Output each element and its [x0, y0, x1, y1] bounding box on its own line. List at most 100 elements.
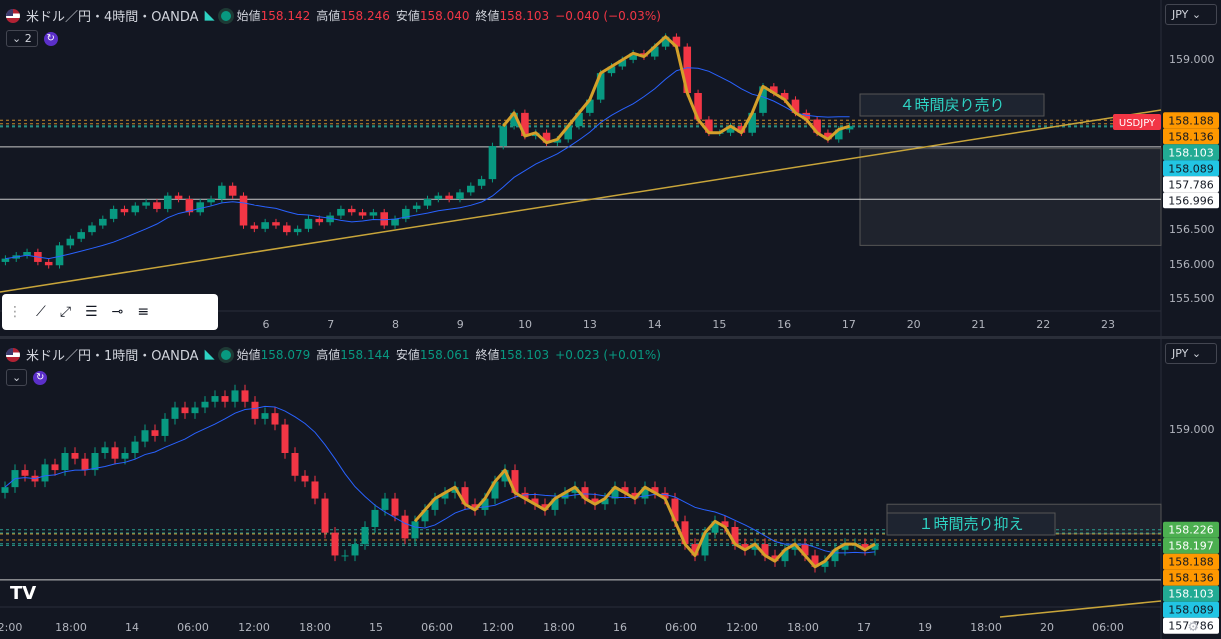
- annotation-box: [886, 512, 1056, 536]
- candle-body: [401, 515, 409, 539]
- candle-body: [564, 126, 572, 140]
- candle-body: [261, 413, 269, 419]
- chart-pane-4h[interactable]: ４時間戻り売り 158.188 158.136 158.103 158.089 157.7…: [0, 0, 1221, 336]
- candle-body: [801, 544, 809, 556]
- candle-body: [471, 504, 479, 510]
- candle-body: [631, 492, 639, 499]
- candle-body: [341, 555, 349, 557]
- candle-body: [391, 218, 399, 226]
- candle-body: [239, 195, 248, 226]
- ohlc-low: 安値158.040: [395, 9, 470, 23]
- price-label: 158.136: [1168, 572, 1214, 585]
- price-label-bg: [1163, 160, 1219, 177]
- chart-canvas-1h[interactable]: １時間売り抑え 158.226 158.197 158.188 158.136 158.1…: [0, 339, 1221, 639]
- candle-body: [701, 532, 709, 556]
- flag-mark-icon[interactable]: ◣: [204, 347, 215, 362]
- candle-body: [231, 390, 239, 402]
- loading-icon[interactable]: ↻: [33, 370, 48, 385]
- zigzag-path: [413, 468, 876, 569]
- chevron-down-icon: ⌄: [1191, 347, 1202, 360]
- chevron-down-icon: ⌄: [1191, 8, 1202, 21]
- candle-body: [661, 492, 669, 499]
- candle-body: [21, 470, 29, 476]
- candle-body: [251, 401, 259, 419]
- candle-body: [596, 73, 605, 100]
- candle-body: [272, 222, 280, 226]
- candle-body: [304, 218, 313, 229]
- x-tick-label: 16: [613, 621, 627, 634]
- price-label: 156.996: [1168, 194, 1214, 207]
- candle-body: [196, 202, 205, 213]
- candle-body: [571, 487, 579, 493]
- candle-body: [434, 195, 443, 199]
- candle-body: [802, 112, 811, 120]
- candle-body: [586, 99, 594, 113]
- x-tick-label: 17: [842, 318, 856, 331]
- x-tick-label: 18:00: [299, 621, 331, 634]
- candle-body: [834, 129, 843, 140]
- drag-handle-icon[interactable]: ⋮: [8, 304, 22, 320]
- candle-body: [218, 185, 226, 199]
- market-status-icon[interactable]: [220, 349, 231, 360]
- chevron-down-icon: ⌄: [12, 371, 22, 384]
- candle-body: [315, 218, 324, 223]
- currency-select-1h[interactable]: JPY ⌄: [1165, 343, 1217, 364]
- horizontal-ray-icon[interactable]: ⊸: [111, 304, 124, 320]
- symbol-title[interactable]: 米ドル／円・4時間・OANDA: [26, 10, 199, 25]
- parallel-channel-icon[interactable]: ≡: [137, 304, 150, 320]
- candle-body: [771, 555, 779, 562]
- candle-body: [510, 112, 518, 127]
- price-label-bg: [1163, 112, 1219, 129]
- candle-body: [369, 212, 378, 216]
- zigzag-path: [502, 35, 851, 145]
- pane-separator[interactable]: [0, 336, 1221, 339]
- us-flag-icon: [6, 347, 20, 362]
- candle-body: [311, 481, 319, 499]
- loading-icon[interactable]: ↻: [43, 31, 58, 46]
- candle-body: [441, 492, 449, 499]
- candle-body: [629, 53, 637, 60]
- x-tick-label: 15: [369, 621, 383, 634]
- currency-select-4h[interactable]: JPY ⌄: [1165, 4, 1217, 25]
- annotation-text: ４時間戻り売り: [899, 96, 1004, 114]
- chart-canvas-4h[interactable]: ４時間戻り売り 158.188 158.136 158.103 158.089 157.7…: [0, 0, 1221, 336]
- candle-body: [691, 544, 699, 556]
- candle-body: [611, 487, 619, 499]
- candle-body: [601, 498, 609, 505]
- symbol-title[interactable]: 米ドル／円・1時間・OANDA: [26, 349, 199, 364]
- symbol-tag: USDJPY: [1119, 118, 1156, 129]
- candle-body: [456, 192, 464, 199]
- collapse-chip[interactable]: ⌄ 2: [6, 30, 38, 47]
- chart-pane-1h[interactable]: １時間売り抑え 158.226 158.197 158.188 158.136 158.1…: [0, 339, 1221, 639]
- candle-body: [477, 179, 486, 186]
- symbol-tag-bg: [1113, 114, 1161, 130]
- candle-body: [161, 418, 169, 436]
- market-status-icon[interactable]: [220, 10, 231, 21]
- candle-body: [741, 544, 749, 550]
- settings-gear-icon[interactable]: ⚙: [1187, 620, 1199, 635]
- candle-body: [621, 487, 629, 493]
- candle-body: [61, 453, 69, 471]
- x-tick-label: 20: [907, 318, 921, 331]
- price-label-bg: [1163, 553, 1219, 570]
- ray-icon[interactable]: ⤢: [59, 304, 72, 320]
- candle-body: [575, 112, 583, 127]
- y-tick-label: 159.000: [1169, 423, 1215, 436]
- trend-line: [0, 109, 1162, 293]
- x-tick-label: 06:00: [421, 621, 453, 634]
- candle-body: [402, 208, 410, 219]
- ohlc-close: 終値158.103: [475, 348, 550, 362]
- x-tick-label: 18:00: [55, 621, 87, 634]
- trend-line-icon[interactable]: ⟋: [36, 304, 46, 320]
- x-tick-label: 8: [392, 318, 399, 331]
- candle-body: [131, 205, 140, 213]
- price-label-bg: [1163, 617, 1219, 634]
- fib-icon[interactable]: ☰: [85, 304, 98, 320]
- collapse-chip[interactable]: ⌄: [6, 369, 28, 386]
- candle-body: [55, 245, 64, 266]
- price-label: 157.786: [1168, 178, 1214, 191]
- ohlc-low: 安値158.061: [395, 348, 470, 362]
- candle-body: [791, 99, 800, 113]
- flag-mark-icon[interactable]: ◣: [204, 8, 215, 23]
- candle-body: [423, 199, 432, 206]
